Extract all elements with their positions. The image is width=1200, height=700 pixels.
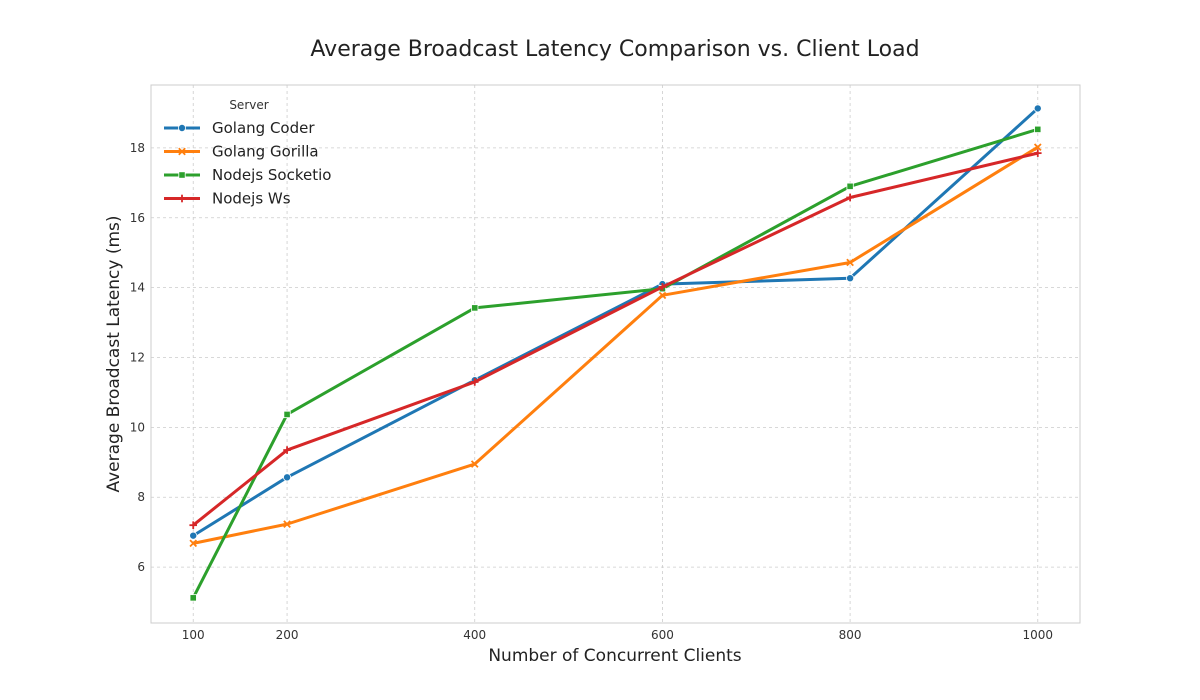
series-line-golang-gorilla [192, 145, 1039, 545]
series-line-nodejs-socketio [191, 127, 1039, 599]
legend-label: Golang Gorilla [212, 143, 319, 161]
series-line-nodejs-ws [192, 151, 1039, 527]
data-point-nodejs-socketio [846, 182, 854, 190]
x-axis-label: Number of Concurrent Clients [488, 646, 741, 666]
x-tick-labels: 100 200 400 600 800 1000 [182, 628, 1053, 642]
x-tick-label: 800 [839, 628, 862, 642]
data-point-nodejs-ws [846, 193, 854, 202]
series-golang-gorilla [189, 143, 1042, 548]
data-point-golang-gorilla [470, 460, 479, 468]
x-tick-label: 200 [276, 628, 299, 642]
data-point-nodejs-ws [189, 521, 198, 529]
y-tick-label: 16 [130, 211, 145, 225]
data-point-golang-coder [189, 531, 198, 540]
data-point-golang-coder [283, 473, 292, 482]
legend-item-golang-gorilla: Golang Gorilla [164, 143, 319, 161]
legend-marker [178, 147, 186, 156]
x-tick-label: 400 [463, 628, 486, 642]
legend-item-golang-coder: Golang Coder [164, 119, 315, 137]
data-point-golang-coder [846, 274, 855, 283]
y-tick-label: 8 [137, 490, 145, 504]
data-point-golang-gorilla [1033, 143, 1042, 152]
legend-item-nodejs-ws: Nodejs Ws [164, 190, 291, 208]
legend-marker [177, 124, 186, 133]
y-tick-label: 6 [137, 560, 145, 574]
y-tick-label: 14 [130, 281, 145, 295]
y-axis-label: Average Broadcast Latency (ms) [104, 215, 124, 492]
data-point-golang-gorilla [658, 291, 667, 300]
x-tick-label: 100 [182, 628, 205, 642]
plot-frame [150, 84, 1081, 624]
grid-lines [151, 85, 1080, 623]
legend-label: Golang Coder [212, 119, 315, 137]
series-layer [189, 104, 1042, 602]
legend-marker [178, 194, 186, 203]
legend-marker [178, 171, 186, 179]
data-point-nodejs-socketio [189, 594, 197, 602]
data-point-nodejs-ws [1033, 149, 1042, 157]
data-point-nodejs-socketio [471, 304, 479, 312]
data-point-nodejs-socketio [1034, 125, 1042, 133]
data-point-nodejs-socketio [283, 410, 291, 419]
y-tick-label: 18 [130, 141, 145, 155]
y-tick-labels: 6 8 10 12 14 16 18 [130, 141, 145, 574]
data-point-nodejs-ws [470, 378, 479, 386]
legend-label: Nodejs Socketio [212, 166, 331, 184]
data-point-nodejs-ws [658, 283, 667, 291]
chart-title: Average Broadcast Latency Comparison vs.… [310, 37, 919, 62]
series-nodejs-ws [189, 149, 1042, 529]
data-point-golang-gorilla [846, 258, 854, 267]
y-tick-label: 10 [130, 420, 145, 434]
series-nodejs-socketio [189, 125, 1042, 602]
data-point-nodejs-ws [283, 446, 291, 454]
x-tick-label: 600 [651, 628, 674, 642]
legend-title: Server [229, 98, 268, 112]
data-point-golang-coder [1033, 104, 1042, 113]
legend-item-nodejs-socketio: Nodejs Socketio [164, 166, 331, 184]
data-point-golang-gorilla [189, 539, 198, 548]
legend: Server Golang Coder Golang Gorilla Nodejs … [164, 98, 331, 208]
data-point-golang-gorilla [283, 520, 291, 528]
series-line-golang-coder [192, 107, 1039, 537]
legend-label: Nodejs Ws [212, 190, 291, 208]
y-tick-label: 12 [130, 350, 145, 364]
x-tick-label: 1000 [1022, 628, 1053, 642]
